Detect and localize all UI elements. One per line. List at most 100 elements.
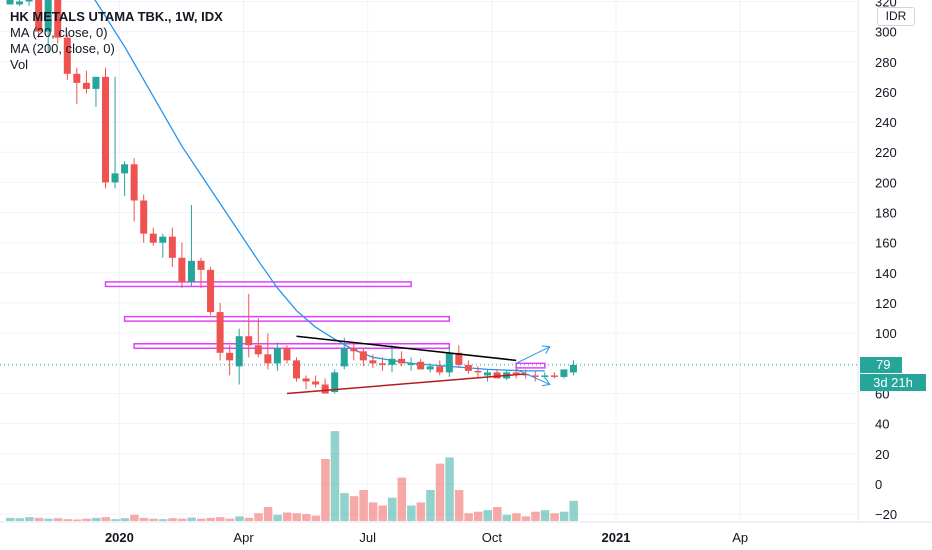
resistance-trendline[interactable] — [296, 335, 517, 362]
volume-bar — [340, 493, 349, 521]
volume-bar — [368, 502, 378, 521]
candle-body[interactable] — [197, 260, 205, 270]
candle-body[interactable] — [312, 381, 320, 385]
volume-bar — [25, 517, 34, 521]
candle-body[interactable] — [464, 364, 472, 371]
ma20-legend[interactable]: MA (20, close, 0) — [10, 25, 108, 40]
candle-body[interactable] — [63, 37, 71, 74]
volume-bar — [130, 514, 139, 521]
candle-body[interactable] — [541, 375, 549, 377]
candle-body[interactable] — [417, 361, 425, 370]
candle-body[interactable] — [264, 354, 272, 364]
volume-bar — [407, 505, 416, 521]
candle-body[interactable] — [216, 312, 224, 353]
volume-bar — [311, 515, 321, 521]
candle-body[interactable] — [25, 0, 33, 2]
candle-body[interactable] — [54, 0, 62, 38]
volume-bar — [91, 517, 101, 521]
candle-body[interactable] — [484, 372, 491, 376]
volume-bar — [473, 511, 483, 521]
volume-bar — [435, 463, 445, 521]
y-tick-label: 220 — [875, 145, 897, 160]
candle-body[interactable] — [16, 1, 24, 5]
candle-body[interactable] — [245, 336, 253, 346]
price-zone-box[interactable] — [123, 315, 451, 322]
candle-body[interactable] — [302, 378, 310, 382]
candle-body[interactable] — [340, 348, 348, 367]
volume-bar — [397, 477, 407, 521]
candle-body[interactable] — [398, 358, 406, 364]
projection-arrow-line[interactable] — [515, 368, 551, 385]
support-trendline[interactable] — [286, 373, 526, 395]
candle-body[interactable] — [207, 269, 215, 313]
candle-body[interactable] — [130, 164, 138, 201]
candle-body[interactable] — [359, 351, 367, 361]
currency-button[interactable]: IDR — [877, 7, 915, 26]
candle-body[interactable] — [407, 363, 415, 365]
candle-body[interactable] — [283, 348, 291, 361]
y-tick-label: 180 — [875, 206, 897, 221]
candle-body[interactable] — [140, 200, 148, 234]
ma200-legend[interactable]: MA (200, close, 0) — [10, 41, 115, 56]
candle-body[interactable] — [73, 73, 81, 83]
candle-body[interactable] — [378, 363, 386, 365]
volume-bar — [321, 459, 330, 521]
y-tick-label: 300 — [875, 25, 897, 40]
candle-body[interactable] — [569, 364, 577, 373]
y-tick-label: 140 — [875, 266, 897, 281]
volume-bar — [483, 510, 492, 521]
candle-body[interactable] — [293, 360, 300, 379]
volume-legend[interactable]: Vol — [10, 57, 29, 72]
candle-body[interactable] — [44, 0, 52, 32]
candle-body[interactable] — [369, 360, 377, 364]
candle-body[interactable] — [474, 370, 482, 373]
candle-body[interactable] — [149, 233, 157, 243]
candle-body[interactable] — [92, 76, 100, 89]
candle-body[interactable] — [436, 366, 444, 373]
candle-body[interactable] — [102, 76, 109, 183]
candle-body[interactable] — [560, 369, 568, 377]
candle-body[interactable] — [512, 372, 520, 374]
candle-body[interactable] — [321, 384, 329, 394]
candle-body[interactable] — [493, 372, 501, 379]
y-tick-label: 280 — [875, 55, 897, 70]
symbol-title[interactable]: HK METALS UTAMA TBK., 1W, IDX — [10, 9, 223, 24]
candle-body[interactable] — [426, 366, 434, 370]
candle-body[interactable] — [531, 375, 539, 377]
candle-body[interactable] — [235, 336, 243, 367]
candle-body[interactable] — [6, 0, 14, 5]
price-zone-box[interactable] — [133, 343, 451, 350]
candle-body[interactable] — [455, 352, 463, 365]
y-tick-label: −20 — [875, 507, 897, 522]
price-zone-box[interactable] — [104, 281, 412, 288]
candle-body[interactable] — [159, 236, 167, 243]
candle-body[interactable] — [82, 82, 90, 89]
candle-body[interactable] — [121, 164, 129, 174]
candle-body[interactable] — [273, 348, 281, 364]
candle-body[interactable] — [445, 352, 453, 373]
candle-body[interactable] — [350, 348, 358, 352]
candle-body[interactable] — [168, 236, 176, 258]
y-tick-label: 160 — [875, 236, 897, 251]
volume-bar — [349, 496, 359, 521]
projection-arrow-head — [541, 377, 551, 387]
candle-body[interactable] — [254, 345, 262, 355]
candle-body[interactable] — [388, 358, 396, 365]
candle-body[interactable] — [226, 352, 234, 361]
candle-body[interactable] — [331, 372, 339, 393]
volume-bar — [359, 490, 368, 521]
volume-bar — [292, 513, 301, 521]
candle-body[interactable] — [550, 375, 558, 377]
price-zone-box[interactable] — [515, 362, 546, 369]
candle-body[interactable] — [178, 257, 186, 282]
volume-bar — [6, 517, 15, 521]
candle-body[interactable] — [111, 173, 119, 183]
y-tick-label: 40 — [875, 417, 889, 432]
candle-body[interactable] — [187, 260, 195, 282]
candle-body[interactable] — [522, 373, 530, 376]
candle-body[interactable] — [35, 0, 43, 32]
projection-arrow-line[interactable] — [515, 346, 551, 364]
y-tick-label: 0 — [875, 477, 882, 492]
